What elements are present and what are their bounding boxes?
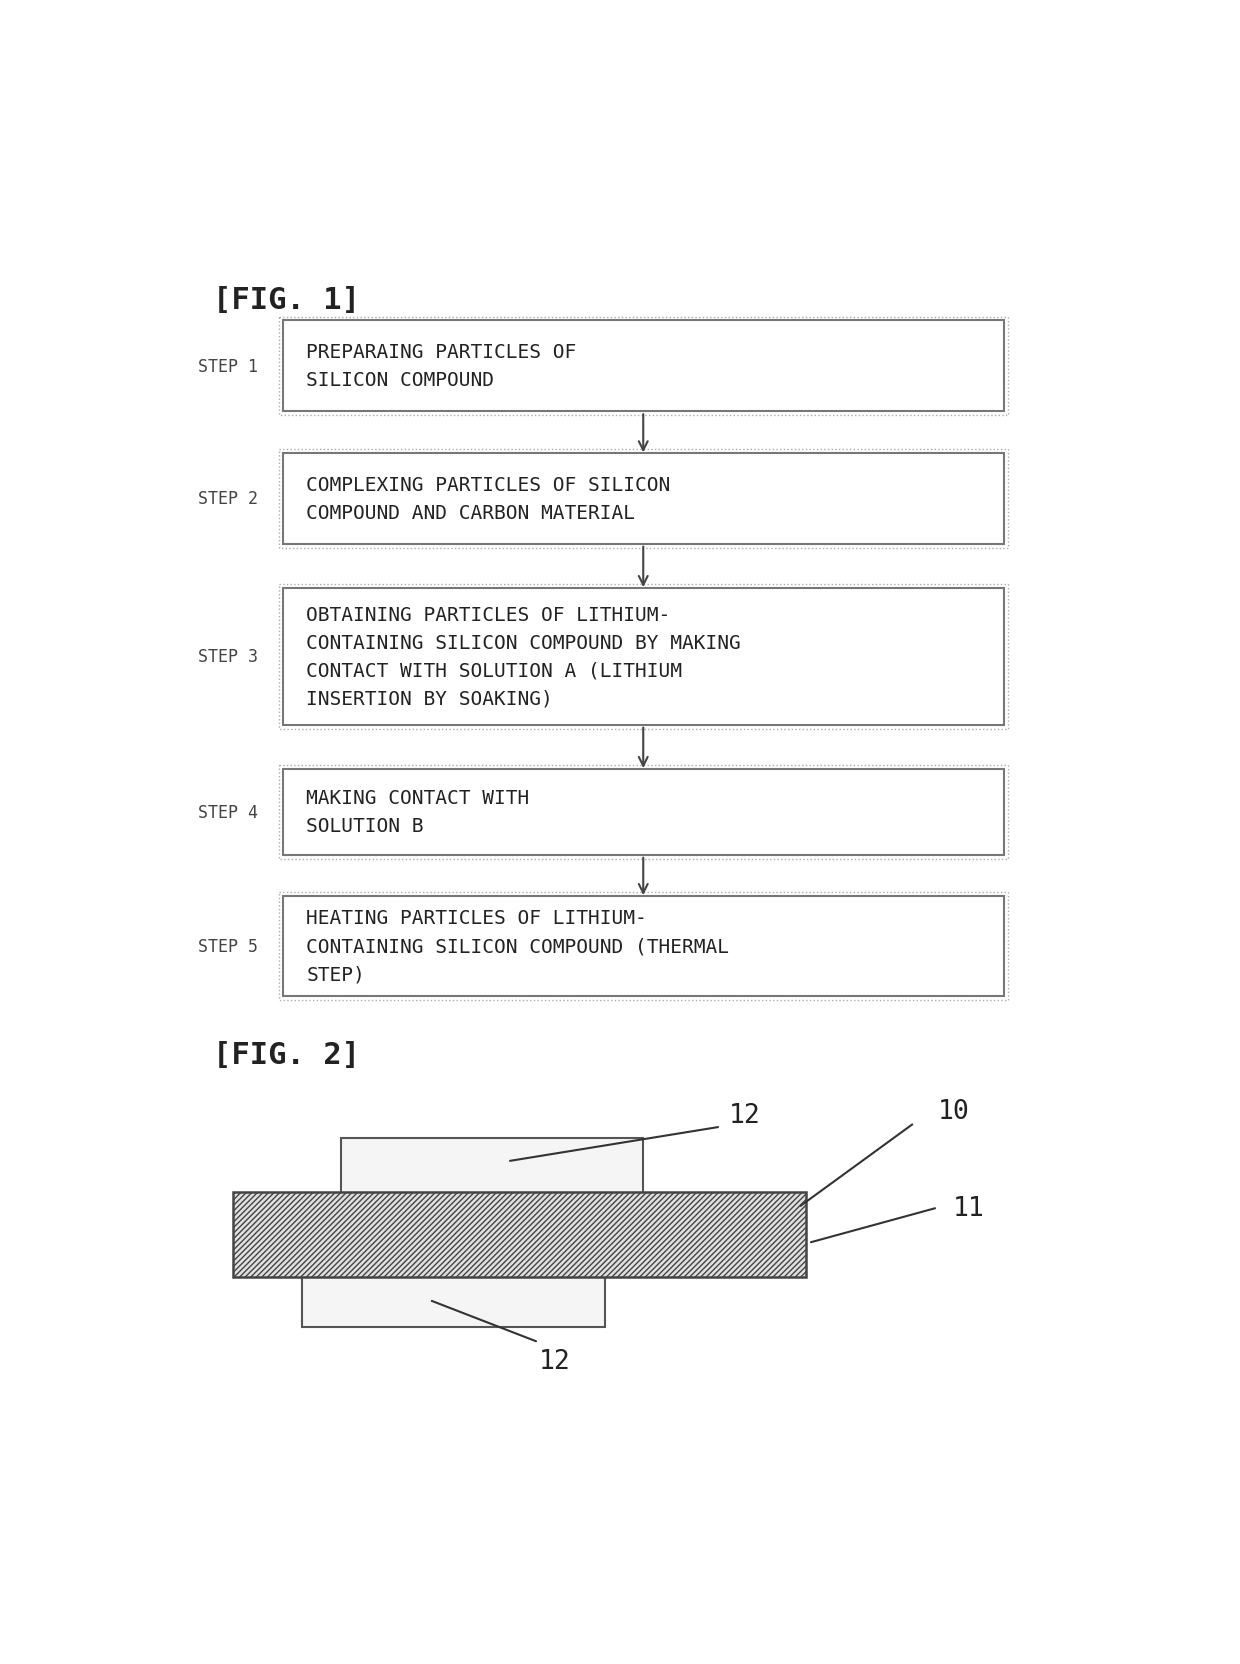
Text: 12: 12 [538,1350,570,1374]
Bar [279,449,1007,547]
Bar [279,318,1007,416]
Bar [283,897,1003,997]
Text: PREPARAING PARTICLES OF
SILICON COMPOUND: PREPARAING PARTICLES OF SILICON COMPOUND [306,343,577,389]
Bar [283,589,1003,726]
Text: MAKING CONTACT WITH
SOLUTION B: MAKING CONTACT WITH SOLUTION B [306,789,529,835]
Text: STEP 1: STEP 1 [197,358,258,376]
Bar [341,1138,644,1196]
Bar [279,584,1007,729]
Bar [283,454,1003,544]
Text: STEP 2: STEP 2 [197,489,258,508]
Bar [283,321,1003,413]
Bar [303,1273,605,1328]
Text: STEP 5: STEP 5 [197,937,258,955]
Text: [FIG. 2]: [FIG. 2] [213,1040,360,1068]
Text: OBTAINING PARTICLES OF LITHIUM-
CONTAINING SILICON COMPOUND BY MAKING
CONTACT WI: OBTAINING PARTICLES OF LITHIUM- CONTAINI… [306,606,740,709]
Text: 10: 10 [937,1098,970,1125]
Text: 11: 11 [954,1195,985,1221]
Bar [233,1193,806,1276]
Bar [279,765,1007,859]
Text: COMPLEXING PARTICLES OF SILICON
COMPOUND AND CARBON MATERIAL: COMPLEXING PARTICLES OF SILICON COMPOUND… [306,476,671,522]
Bar [283,769,1003,855]
Bar [279,892,1007,1000]
Text: STEP 3: STEP 3 [197,647,258,666]
Text: 12: 12 [729,1103,760,1128]
Text: [FIG. 1]: [FIG. 1] [213,286,360,314]
Text: STEP 4: STEP 4 [197,804,258,822]
Text: HEATING PARTICLES OF LITHIUM-
CONTAINING SILICON COMPOUND (THERMAL
STEP): HEATING PARTICLES OF LITHIUM- CONTAINING… [306,909,729,983]
